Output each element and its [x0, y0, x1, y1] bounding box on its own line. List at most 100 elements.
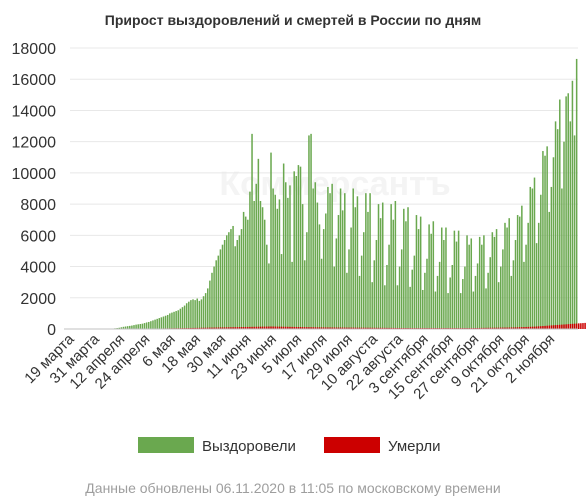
bar-deaths[interactable]: [497, 327, 500, 329]
bar-recovered[interactable]: [133, 325, 135, 329]
bar-recovered[interactable]: [381, 202, 384, 329]
bar-deaths[interactable]: [270, 326, 272, 329]
bar-deaths[interactable]: [232, 327, 234, 329]
bar-deaths[interactable]: [514, 327, 517, 329]
bar-deaths[interactable]: [371, 327, 373, 329]
bar-recovered[interactable]: [453, 230, 456, 329]
bar-recovered[interactable]: [257, 158, 260, 329]
bar-recovered[interactable]: [303, 260, 306, 329]
bar-recovered[interactable]: [466, 235, 468, 329]
bar-recovered[interactable]: [192, 299, 194, 329]
bar-recovered[interactable]: [476, 263, 479, 329]
bar-deaths[interactable]: [228, 327, 230, 329]
bar-recovered[interactable]: [310, 133, 312, 329]
bar-deaths[interactable]: [202, 327, 205, 329]
bar-recovered[interactable]: [518, 216, 521, 329]
bar-recovered[interactable]: [417, 229, 420, 329]
bar-recovered[interactable]: [122, 326, 125, 329]
bar-recovered[interactable]: [415, 215, 418, 329]
bar-recovered[interactable]: [204, 293, 207, 329]
bar-deaths[interactable]: [329, 327, 331, 329]
bar-recovered[interactable]: [569, 121, 572, 329]
bar-recovered[interactable]: [455, 241, 458, 329]
bar-recovered[interactable]: [457, 230, 460, 329]
bar-recovered[interactable]: [419, 216, 422, 329]
bar-deaths[interactable]: [508, 327, 510, 329]
bar-deaths[interactable]: [487, 327, 489, 329]
bar-deaths[interactable]: [240, 327, 243, 329]
bar-deaths[interactable]: [249, 326, 251, 329]
bar-deaths[interactable]: [537, 326, 540, 329]
bar-deaths[interactable]: [331, 327, 333, 329]
bar-recovered[interactable]: [234, 246, 236, 329]
bar-deaths[interactable]: [278, 326, 281, 329]
bar-recovered[interactable]: [398, 266, 401, 329]
bar-recovered[interactable]: [371, 282, 373, 329]
bar-recovered[interactable]: [242, 211, 245, 329]
bar-recovered[interactable]: [449, 277, 451, 329]
bar-recovered[interactable]: [175, 311, 177, 329]
bar-deaths[interactable]: [194, 327, 196, 329]
bar-deaths[interactable]: [356, 327, 359, 329]
bar-recovered[interactable]: [516, 215, 519, 329]
bar-recovered[interactable]: [147, 321, 150, 329]
bar-recovered[interactable]: [362, 232, 365, 329]
bar-deaths[interactable]: [381, 327, 384, 329]
bar-recovered[interactable]: [339, 188, 342, 330]
bar-recovered[interactable]: [508, 218, 510, 329]
bar-deaths[interactable]: [238, 327, 241, 329]
bar-recovered[interactable]: [529, 186, 532, 329]
bar-deaths[interactable]: [390, 327, 392, 329]
bar-deaths[interactable]: [285, 326, 287, 329]
bar-deaths[interactable]: [255, 326, 258, 329]
bar-recovered[interactable]: [329, 193, 331, 329]
bar-deaths[interactable]: [219, 327, 222, 329]
bar-recovered[interactable]: [573, 135, 576, 329]
bar-deaths[interactable]: [544, 325, 546, 329]
bar-recovered[interactable]: [531, 188, 534, 330]
bar-deaths[interactable]: [308, 327, 310, 329]
bar-deaths[interactable]: [295, 326, 298, 329]
bar-recovered[interactable]: [308, 135, 310, 329]
bar-recovered[interactable]: [540, 194, 542, 329]
bar-deaths[interactable]: [244, 326, 247, 329]
bar-recovered[interactable]: [207, 288, 209, 329]
bar-deaths[interactable]: [301, 327, 304, 329]
bar-deaths[interactable]: [225, 327, 228, 329]
bar-recovered[interactable]: [240, 229, 243, 329]
bar-recovered[interactable]: [261, 207, 264, 329]
bar-recovered[interactable]: [263, 219, 266, 329]
bar-recovered[interactable]: [548, 211, 551, 329]
bar-recovered[interactable]: [537, 222, 540, 329]
bar-recovered[interactable]: [400, 249, 403, 329]
bar-deaths[interactable]: [192, 327, 194, 329]
bar-recovered[interactable]: [236, 240, 239, 329]
bar-deaths[interactable]: [293, 326, 295, 329]
bar-deaths[interactable]: [360, 327, 363, 329]
bar-recovered[interactable]: [390, 204, 392, 329]
bar-deaths[interactable]: [525, 326, 527, 329]
bar-recovered[interactable]: [135, 324, 137, 329]
bar-deaths[interactable]: [312, 327, 314, 329]
bar-recovered[interactable]: [318, 224, 321, 329]
bar-recovered[interactable]: [150, 321, 152, 329]
bar-deaths[interactable]: [196, 327, 198, 329]
bar-deaths[interactable]: [546, 325, 548, 329]
bar-recovered[interactable]: [470, 238, 473, 329]
bar-deaths[interactable]: [502, 327, 504, 329]
bar-deaths[interactable]: [314, 327, 317, 329]
bar-recovered[interactable]: [278, 199, 281, 329]
bar-deaths[interactable]: [221, 327, 224, 329]
bar-recovered[interactable]: [188, 301, 190, 329]
bar-deaths[interactable]: [567, 324, 569, 329]
bar-recovered[interactable]: [141, 323, 144, 329]
bar-recovered[interactable]: [430, 233, 432, 329]
bar-recovered[interactable]: [333, 266, 336, 329]
bar-deaths[interactable]: [266, 326, 268, 329]
bar-deaths[interactable]: [337, 327, 340, 329]
bar-deaths[interactable]: [578, 323, 580, 329]
bar-recovered[interactable]: [230, 229, 232, 329]
bar-deaths[interactable]: [335, 327, 338, 329]
bar-deaths[interactable]: [582, 323, 584, 329]
bar-recovered[interactable]: [251, 133, 253, 329]
